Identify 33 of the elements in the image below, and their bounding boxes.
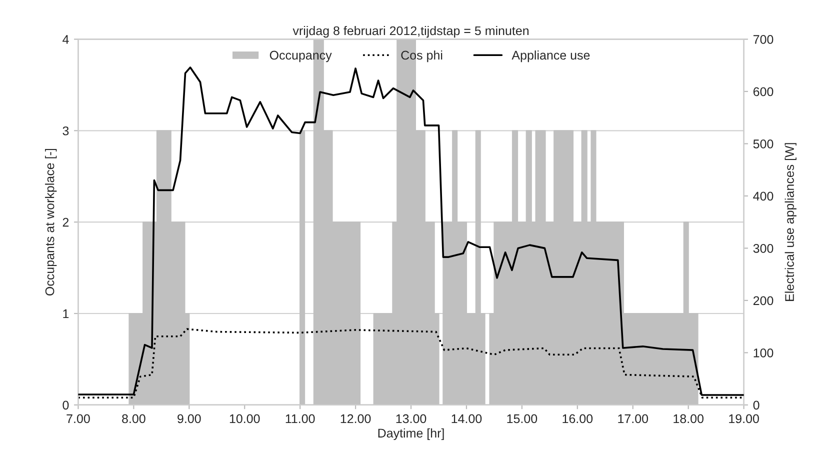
y-tick-label: 1 <box>63 309 69 318</box>
y2-tick-label: 500 <box>753 140 774 148</box>
y2-axis-title: Electrical use appliances [W] <box>784 143 796 301</box>
x-tick-label: 11.00 <box>286 414 315 424</box>
y2-tick-label: 600 <box>753 87 774 96</box>
x-tick-label: 13.00 <box>396 414 426 424</box>
x-tick-label: 9.00 <box>178 414 201 424</box>
legend-label: Cos phi <box>401 50 442 62</box>
y-tick-label: 2 <box>62 218 69 227</box>
x-tick-label: 8.00 <box>122 414 146 424</box>
y-tick-label: 0 <box>62 400 69 410</box>
x-tick-label: 15.00 <box>507 414 538 424</box>
x-tick-label: 16.00 <box>562 414 593 424</box>
x-tick-label: 17.00 <box>618 414 648 424</box>
x-tick-label: 14.00 <box>452 414 482 424</box>
legend-label: Appliance use <box>512 50 590 62</box>
y-tick-label: 3 <box>62 126 69 136</box>
y-tick-label: 4 <box>62 35 69 44</box>
x-tick-label: 12.00 <box>340 414 371 424</box>
y2-tick-label: 400 <box>753 192 774 201</box>
x-tick-label: 10.00 <box>230 414 260 424</box>
y2-tick-label: 300 <box>753 244 774 253</box>
y-axis-title: Occupants at workplace [-] <box>45 148 57 296</box>
x-tick-label: 19.00 <box>729 414 759 424</box>
x-tick-label: 7.00 <box>66 414 90 424</box>
legend-label: Occupancy <box>270 50 332 62</box>
y2-tick-label: 700 <box>753 35 774 44</box>
x-tick-label: 18.00 <box>674 414 704 424</box>
y2-tick-label: 100 <box>754 348 774 358</box>
y2-tick-label: 0 <box>753 400 760 410</box>
x-axis-title: Daytime [hr] <box>378 428 444 440</box>
chart-title: vrijdag 8 februari 2012,tijdstap = 5 minuten <box>292 26 529 38</box>
y2-tick-label: 200 <box>753 296 774 306</box>
